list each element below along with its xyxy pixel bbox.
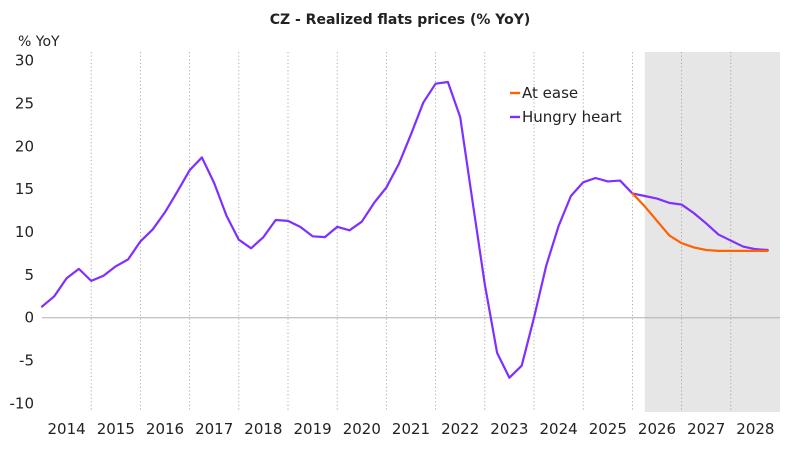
x-tick-label: 2025 [589,420,627,438]
y-tick-label: 20 [15,137,34,155]
x-tick-label: 2017 [195,420,233,438]
x-tick-label: 2028 [736,420,774,438]
y-tick-label: 30 [15,52,34,70]
y-tick-label: 25 [15,94,34,112]
y-tick-label: -10 [10,394,35,412]
x-tick-label: 2018 [244,420,282,438]
x-tick-label: 2019 [294,420,332,438]
y-tick-label: 5 [24,266,34,284]
y-tick-label: 15 [15,180,34,198]
legend: At ease Hungry heart [510,84,622,126]
x-tick-label: 2014 [48,420,86,438]
x-tick-label: 2026 [638,420,676,438]
x-tick-label: 2024 [540,420,578,438]
x-tick-label: 2020 [343,420,381,438]
y-axis-ticks: 30 25 20 15 10 5 0 -5 -10 [10,52,35,413]
x-tick-label: 2027 [687,420,725,438]
y-tick-label: 0 [24,309,34,327]
y-tick-label: 10 [15,223,34,241]
grid-lines [90,52,732,412]
x-tick-label: 2022 [441,420,479,438]
chart-title: CZ - Realized flats prices (% YoY) [270,12,531,28]
legend-label: At ease [522,84,578,102]
x-tick-label: 2021 [392,420,430,438]
legend-label: Hungry heart [522,108,622,126]
x-axis-ticks: 2014 2015 2016 2017 2018 2019 2020 2021 2022 2023… [48,420,775,438]
series-line-hungry-heart [40,80,769,379]
series-lines [40,80,769,379]
x-tick-label: 2015 [97,420,135,438]
y-tick-label: -5 [19,352,34,370]
x-tick-label: 2023 [490,420,528,438]
series-line-at-ease [631,192,769,252]
y-axis-label: % YoY [18,34,60,50]
x-tick-label: 2016 [146,420,184,438]
